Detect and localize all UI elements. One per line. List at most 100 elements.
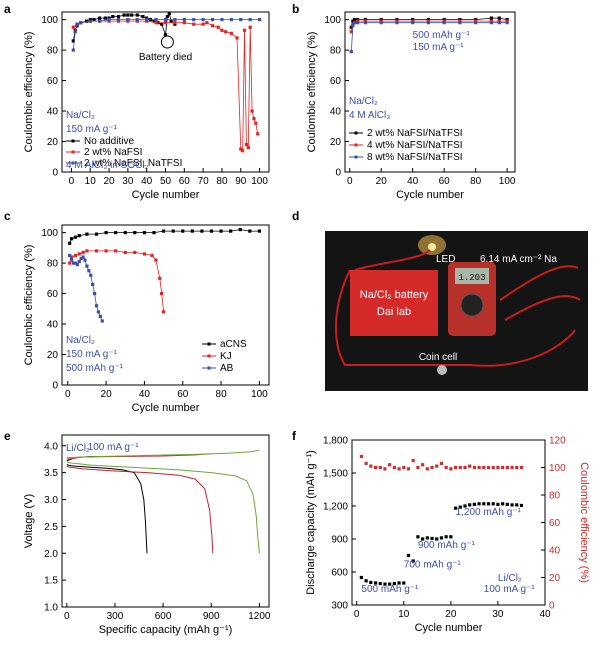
series-1-200-mah-g-charge bbox=[66, 449, 260, 459]
rate-label: 100 mA g⁻¹ bbox=[88, 442, 140, 453]
multimeter-dial bbox=[460, 293, 484, 317]
x-tick-label: 0 bbox=[65, 389, 71, 400]
data-point bbox=[71, 261, 76, 265]
data-point bbox=[519, 503, 524, 508]
y-tick-label: 3.5 bbox=[44, 468, 58, 479]
data-point bbox=[68, 261, 72, 265]
data-point bbox=[406, 467, 411, 471]
data-point bbox=[114, 231, 118, 235]
data-point bbox=[75, 263, 79, 267]
data-point bbox=[201, 18, 205, 22]
data-point bbox=[411, 459, 415, 463]
led-label: LED bbox=[436, 254, 455, 265]
data-point bbox=[152, 231, 156, 235]
data-point bbox=[169, 19, 173, 23]
data-point bbox=[359, 454, 364, 459]
capacity-label: 900 mAh g⁻¹ bbox=[418, 540, 476, 551]
y-tick-label: 1,500 bbox=[323, 469, 348, 480]
data-point bbox=[496, 465, 500, 470]
data-point bbox=[123, 231, 127, 235]
y-tick-label: 80 bbox=[47, 46, 59, 57]
y-tick-label: 4.0 bbox=[44, 441, 58, 452]
rate-label: 100 mA g⁻¹ bbox=[484, 584, 536, 595]
data-point bbox=[133, 231, 137, 235]
legend-marker bbox=[207, 342, 211, 346]
data-point bbox=[416, 465, 420, 470]
data-point bbox=[392, 581, 396, 586]
data-point bbox=[463, 465, 467, 470]
data-point bbox=[435, 464, 439, 468]
data-point bbox=[71, 48, 75, 52]
x-tick-label: 40 bbox=[407, 176, 419, 187]
battery-died-marker bbox=[160, 35, 174, 49]
data-point bbox=[421, 537, 425, 541]
data-point bbox=[116, 14, 121, 19]
data-point bbox=[439, 536, 444, 540]
data-point bbox=[114, 249, 118, 253]
data-point bbox=[235, 36, 239, 40]
multimeter-reading: 1.203 bbox=[458, 273, 485, 283]
data-point bbox=[349, 50, 353, 54]
capacity-label: 1,200 mAh g⁻¹ bbox=[456, 507, 522, 518]
data-point bbox=[181, 229, 185, 233]
capacity-label: 500 mAh g⁻¹ bbox=[361, 584, 419, 595]
multimeter-display bbox=[455, 268, 489, 284]
panel-letter-e: e bbox=[4, 429, 11, 443]
data-point bbox=[209, 229, 214, 233]
cell-label: Na/Cl₂ bbox=[66, 335, 95, 346]
y-tick-label: 300 bbox=[331, 601, 348, 612]
y-tick-label: 2.5 bbox=[44, 522, 58, 533]
data-point bbox=[379, 21, 383, 25]
series-line bbox=[66, 465, 214, 554]
y-tick-label: 1.5 bbox=[44, 576, 58, 587]
data-point bbox=[497, 21, 501, 25]
data-point bbox=[122, 13, 126, 17]
x-tick-label: 10 bbox=[398, 609, 410, 620]
series-acns bbox=[68, 227, 262, 245]
x-tick-label: 50 bbox=[160, 176, 172, 187]
data-point bbox=[489, 16, 493, 20]
y-tick-label: 20 bbox=[330, 137, 342, 148]
data-point bbox=[505, 465, 509, 470]
y-right-tick-label: 20 bbox=[549, 573, 561, 584]
series-discharge-capacity bbox=[359, 502, 524, 586]
data-point bbox=[69, 258, 74, 262]
y-tick-label: 100 bbox=[41, 228, 58, 239]
data-point bbox=[402, 465, 406, 470]
data-point bbox=[94, 304, 99, 308]
data-point bbox=[453, 506, 458, 510]
data-point bbox=[449, 467, 453, 471]
data-point bbox=[248, 18, 252, 22]
data-point bbox=[257, 18, 262, 22]
data-point bbox=[435, 537, 439, 541]
data-point bbox=[224, 30, 228, 34]
data-point bbox=[474, 21, 478, 25]
series-2-wt-nafsi-natfsi bbox=[71, 18, 262, 52]
data-point bbox=[256, 132, 260, 136]
data-point bbox=[83, 258, 87, 262]
data-point bbox=[239, 18, 243, 22]
data-point bbox=[161, 229, 166, 233]
data-point bbox=[442, 21, 446, 25]
data-point bbox=[73, 261, 78, 265]
data-point bbox=[163, 18, 168, 22]
data-point bbox=[515, 503, 519, 507]
y-tick-label: 0 bbox=[335, 168, 341, 179]
x-tick-label: 80 bbox=[216, 389, 228, 400]
data-point bbox=[84, 19, 89, 23]
series-line bbox=[66, 449, 260, 459]
legend-entry: 8 wt% NaFSI/NaTFSI bbox=[367, 152, 463, 163]
cell-label: Li/Cl₂ bbox=[498, 573, 522, 584]
data-point bbox=[246, 146, 250, 150]
y-tick-label: 60 bbox=[330, 76, 342, 87]
data-point bbox=[229, 229, 233, 233]
series-line bbox=[66, 464, 148, 554]
chart-panel-b: 0 20 40 60 80 100 0 20 40 60 80 100 Cycle number Coul… bbox=[306, 11, 516, 201]
battery-died-label: Battery died bbox=[139, 52, 192, 63]
box-line-1: Na/Cl₂ battery bbox=[360, 289, 429, 301]
data-point bbox=[104, 249, 108, 253]
legend-entry: 2 wt% NaFSI, NaTFSI bbox=[84, 158, 182, 169]
x-tick-label: 30 bbox=[122, 176, 134, 187]
legend-marker bbox=[207, 354, 211, 358]
led-wire bbox=[354, 249, 431, 271]
